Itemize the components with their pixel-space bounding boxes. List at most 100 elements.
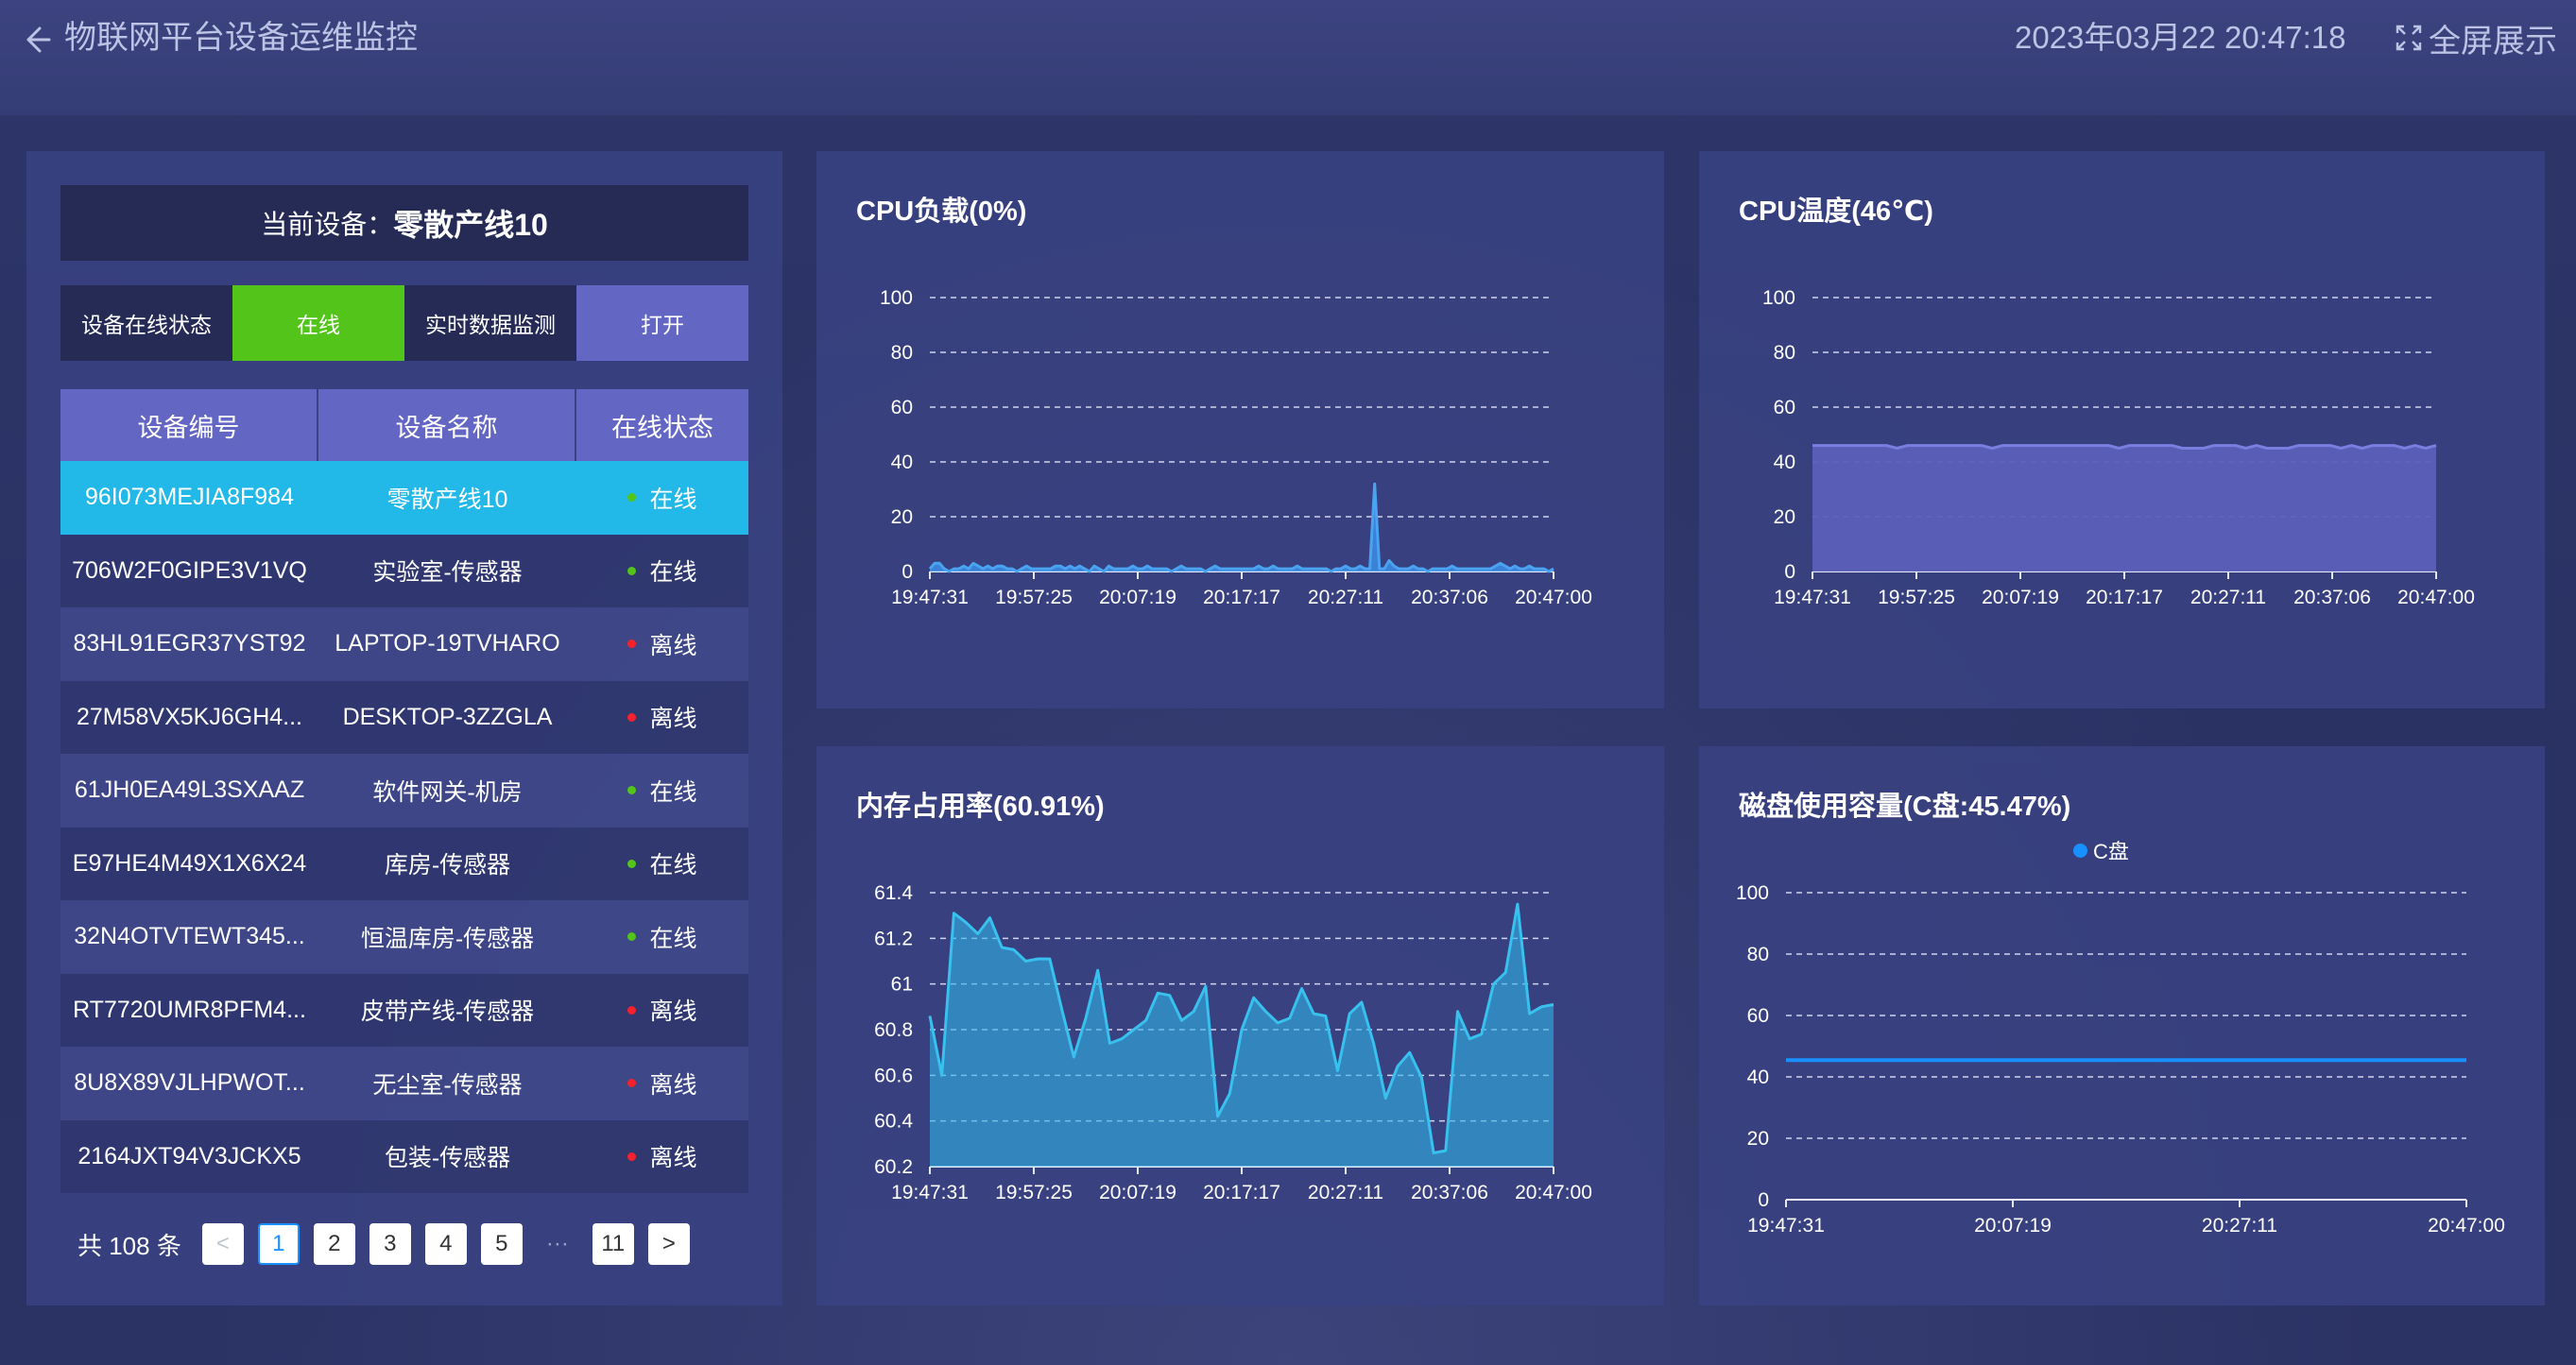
x-tick-label: 20:17:17 (2086, 587, 2163, 608)
y-tick-label: 100 (1762, 287, 1795, 309)
status-text: 离线 (649, 1145, 697, 1172)
pagination-page-5[interactable]: 5 (480, 1223, 523, 1265)
realtime-monitor-toggle[interactable]: 打开 (576, 285, 748, 361)
realtime-monitor-label: 实时数据监测 (404, 285, 576, 361)
pagination-page-2[interactable]: 2 (313, 1223, 355, 1265)
datetime-display: 2023年03月22 20:47:18 (2015, 20, 2346, 55)
device-status-cell: 离线 (576, 1047, 748, 1120)
cpu-load-panel: CPU负载(0%) 0 20 40 60 80 100 19:47:31 19:57:25 20… (816, 151, 1664, 708)
y-tick-label: 60.8 (874, 1019, 913, 1041)
x-tick-label: 19:47:31 (891, 587, 969, 608)
device-status-cell: 在线 (576, 535, 748, 608)
status-text: 在线 (649, 559, 697, 587)
offline-dot-icon (627, 640, 637, 649)
x-tick-label: 20:27:11 (2202, 1215, 2277, 1237)
current-device-value: 零散产线10 (393, 208, 548, 242)
online-dot-icon (627, 786, 637, 795)
device-id-cell: 2164JXT94V3JCKX5 (77, 1142, 301, 1169)
table-row[interactable]: RT7720UMR8PFM4... 皮带产线-传感器 离线 (60, 973, 748, 1048)
disk-legend-dot (2073, 843, 2087, 858)
pagination-page-3[interactable]: 3 (369, 1223, 411, 1265)
y-tick-label: 40 (1774, 452, 1795, 473)
device-name-cell: 零散产线10 (386, 486, 508, 513)
device-table: 设备编号 设备名称 在线状态 96I073MEJIA8F984 零散产线10 在线 7… (60, 389, 748, 1193)
pagination-page-last[interactable]: 11 (592, 1223, 634, 1265)
series-line (1812, 444, 2437, 450)
device-id-cell: E97HE4M49X1X6X24 (72, 849, 307, 877)
series-line (928, 902, 1554, 1154)
x-tick-label: 19:47:31 (1774, 587, 1851, 608)
table-header: 设备编号 设备名称 在线状态 (60, 389, 748, 461)
online-status-label: 设备在线状态 (60, 285, 232, 361)
online-status-badge: 在线 (232, 285, 404, 361)
device-panel: 当前设备： 零散产线10 设备在线状态 在线 实时数据监测 打开 设备编号 设备… (26, 151, 782, 1305)
pagination-ellipsis[interactable]: ··· (545, 1231, 569, 1256)
x-tick-label: 20:37:06 (1411, 587, 1488, 608)
header-bar: 物联网平台设备运维监控 2023年03月22 20:47:18 全屏展示 (0, 0, 2576, 115)
y-tick-label: 60.6 (874, 1065, 913, 1086)
table-row[interactable]: 96I073MEJIA8F984 零散产线10 在线 (60, 461, 748, 535)
memory-usage-title: 内存占用率(60.91%) (856, 792, 1105, 822)
table-row[interactable]: 8U8X89VJLHPWOT... 无尘室-传感器 离线 (60, 1047, 748, 1120)
device-status-cell: 在线 (576, 754, 748, 828)
y-tick-label: 0 (1784, 561, 1795, 583)
pagination-page-1[interactable]: 1 (257, 1223, 300, 1265)
table-row[interactable]: 27M58VX5KJ6GH4... DESKTOP-3ZZGLA 离线 (60, 680, 748, 755)
table-row[interactable]: E97HE4M49X1X6X24 库房-传感器 在线 (60, 827, 748, 901)
x-tick-label: 20:27:11 (2190, 587, 2266, 608)
device-name-cell: 恒温库房-传感器 (360, 925, 535, 952)
disk-legend[interactable]: C盘 (2073, 835, 2129, 865)
status-text: 在线 (649, 486, 697, 513)
status-text: 在线 (649, 852, 697, 879)
x-tick-label: 19:47:31 (891, 1182, 969, 1203)
pagination-total: 共 108 条 (77, 1231, 181, 1260)
device-status-cell: 离线 (576, 681, 748, 755)
y-tick-label: 60 (1747, 1005, 1769, 1027)
device-status-cell: 离线 (576, 1120, 748, 1194)
y-tick-label: 0 (902, 561, 913, 583)
y-tick-label: 20 (891, 506, 913, 528)
offline-dot-icon (627, 1005, 637, 1015)
device-status-cell: 离线 (576, 974, 748, 1048)
column-header-name: 设备名称 (318, 389, 576, 461)
back-arrow-icon[interactable] (17, 21, 55, 59)
table-row[interactable]: 61JH0EA49L3SXAAZ 软件网关-机房 在线 (60, 754, 748, 828)
cpu-load-title: CPU负载(0%) (856, 196, 1027, 227)
device-status-cell: 在线 (576, 900, 748, 974)
offline-dot-icon (627, 1152, 637, 1161)
status-text: 离线 (649, 998, 697, 1026)
y-tick-label: 60 (891, 397, 913, 418)
fullscreen-button[interactable]: 全屏展示 (2395, 15, 2557, 60)
table-body: 96I073MEJIA8F984 零散产线10 在线 706W2F0GIPE3V1VQ… (60, 461, 748, 1193)
pagination-next-button[interactable]: > (647, 1223, 690, 1265)
pagination-prev-button[interactable]: < (201, 1223, 244, 1265)
online-dot-icon (627, 566, 637, 575)
device-name-cell: LAPTOP-19TVHARO (335, 630, 560, 657)
disk-usage-chart: 0 20 40 60 80 100 19:47:31 20:07:19 20:27:11 20:4… (1736, 882, 2505, 1237)
table-row[interactable]: 2164JXT94V3JCKX5 包装-传感器 离线 (60, 1119, 748, 1194)
cpu-temp-panel: CPU温度(46℃) 0 20 40 60 80 100 19:47:31 19:57:25 2… (1699, 151, 2545, 708)
fullscreen-icon (2396, 25, 2422, 51)
device-id-cell: 27M58VX5KJ6GH4... (76, 703, 302, 730)
cpu-temp-title: CPU温度(46℃) (1739, 196, 1933, 227)
status-text: 离线 (649, 632, 697, 659)
y-tick-label: 0 (1758, 1189, 1769, 1211)
device-status-cell: 在线 (576, 828, 748, 901)
pagination-page-4[interactable]: 4 (424, 1223, 467, 1265)
series-area (1812, 445, 2436, 572)
cpu-temp-chart: 0 20 40 60 80 100 19:47:31 19:57:25 20:07:19 20:1… (1762, 287, 2475, 608)
x-tick-label: 20:07:19 (1974, 1215, 2052, 1237)
table-row[interactable]: 83HL91EGR37YST92 LAPTOP-19TVHARO 离线 (60, 607, 748, 681)
cpu-load-chart: 0 20 40 60 80 100 19:47:31 19:57:25 20:07:19 20:1… (880, 287, 1592, 608)
disk-legend-label: C盘 (2093, 840, 2129, 863)
y-tick-label: 20 (1774, 506, 1795, 528)
memory-usage-chart: 60.2 60.4 60.6 60.8 61 61.2 61.4 19:47:31 19:57:… (874, 882, 1592, 1203)
offline-dot-icon (627, 1079, 637, 1088)
memory-usage-panel: 内存占用率(60.91%) 60.2 60.4 60.6 60.8 61 61.2 61.4… (816, 746, 1664, 1305)
device-name-cell: 皮带产线-传感器 (360, 998, 535, 1026)
series-line (928, 482, 1554, 573)
table-row[interactable]: 32N4OTVTEWT345... 恒温库房-传感器 在线 (60, 900, 748, 974)
disk-usage-title: 磁盘使用容量(C盘:45.47%) (1739, 792, 2071, 822)
table-row[interactable]: 706W2F0GIPE3V1VQ 实验室-传感器 在线 (60, 534, 748, 608)
device-name-cell: 库房-传感器 (384, 852, 511, 879)
